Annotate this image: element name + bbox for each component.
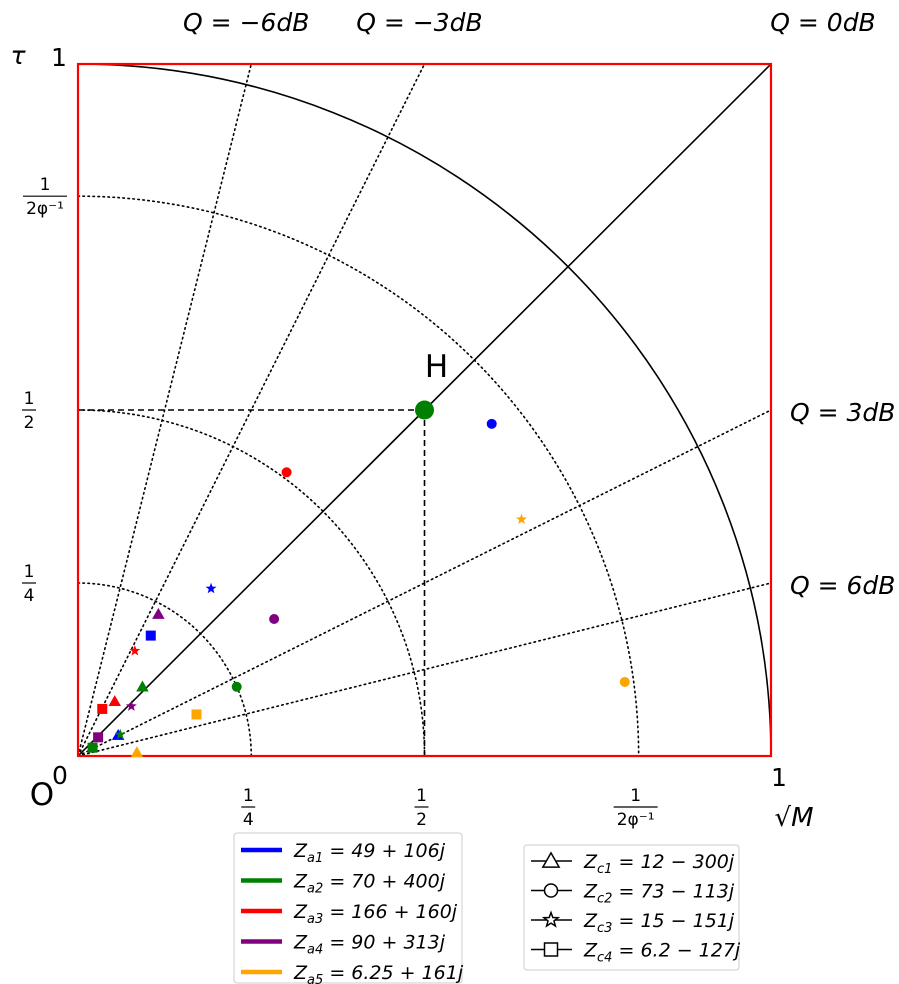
point-3-square (97, 703, 108, 714)
x-tick-2-den: 2φ⁻¹ (617, 810, 655, 830)
y-tick-1-num: 1 (24, 389, 35, 409)
point-2-circle (231, 681, 242, 692)
marker-legend-box (523, 844, 740, 971)
x-tick-1-num: 1 (416, 786, 427, 806)
plot-border (76, 62, 773, 758)
point-3-star (129, 645, 141, 656)
marker-legend-label-4: Zc4 = 6.2 − 127j (583, 940, 741, 966)
point-2-triangle (136, 680, 149, 692)
guide-lines (78, 64, 771, 756)
point-1-circle (486, 418, 497, 429)
point-4-square (93, 732, 104, 743)
x-tick-zero: 0 (52, 761, 68, 790)
y-tick-1: 12 (22, 389, 36, 433)
point-4-triangle (152, 607, 165, 619)
series-legend-label-2: Za2 = 70 + 400j (293, 871, 446, 897)
marker-legend-symbol-circle (543, 883, 559, 898)
q-label-0: Q = −6dB (183, 8, 309, 37)
marker-legend-symbol-square (543, 942, 559, 957)
dotted-arc-0 (78, 582, 253, 756)
point-2-star (114, 728, 126, 740)
point-1-star (205, 582, 217, 594)
marker-legend-label-1: Zc1 = 12 − 300j (583, 851, 735, 877)
y-tick-0: 14 (22, 562, 36, 606)
y-tick-2-num: 1 (40, 175, 51, 195)
marker-legend-label-3: Zc3 = 15 − 151j (583, 910, 735, 936)
marker-legend-label-2: Zc2 = 73 − 113j (583, 881, 735, 907)
series-legend-label-4: Za4 = 90 + 313j (293, 932, 446, 958)
origin-label: O (30, 777, 54, 813)
point-3-triangle (108, 695, 121, 707)
x-tick-0: 14 (241, 786, 256, 830)
x-tick-0-num: 1 (243, 786, 254, 806)
point-5-star (516, 513, 527, 524)
point-h-label: H (425, 349, 448, 385)
x-tick-2-num: 1 (630, 786, 641, 806)
y-tick-1-den: 2 (24, 413, 35, 433)
y-tick-0-den: 4 (24, 586, 35, 606)
legends: Za1 = 49 + 106j Za2 = 70 + 400j Za3 = 166 … (233, 832, 741, 984)
q-line-0 (78, 64, 253, 756)
point-5-triangle (130, 746, 144, 758)
solid-arc (78, 64, 771, 756)
plot-frame (76, 62, 773, 758)
series-legend-label-5: Za5 = 6.25 + 161j (293, 962, 464, 984)
y-tick-0-num: 1 (24, 562, 35, 582)
series-legend-label-1: Za1 = 49 + 106j (293, 840, 446, 866)
x-tick-0-den: 4 (243, 810, 254, 830)
point-1-square (145, 630, 156, 641)
dotted-arc-2 (78, 195, 640, 756)
x-tick-2: 1 2φ⁻¹ (613, 786, 658, 830)
series-legend-label-3: Za3 = 166 + 160j (293, 901, 458, 927)
x-tick-1-den: 2 (416, 810, 427, 830)
q-line-4 (78, 582, 771, 756)
point-4-star (125, 700, 137, 711)
y-tick-one: 1 (51, 43, 67, 72)
y-tick-2-den: 2φ⁻¹ (26, 199, 64, 219)
point-5-circle (619, 676, 630, 687)
y-axis-label: τ (10, 41, 26, 70)
q-label-3: Q = 3dB (790, 398, 895, 427)
data-points (87, 400, 630, 758)
marker-legend-symbol-star (541, 910, 561, 928)
x-tick-one: 1 (771, 763, 787, 792)
series-legend-box (233, 832, 463, 984)
q-label-4: Q = 6dB (790, 571, 895, 600)
x-axis-label: √M (775, 803, 814, 833)
point-h (415, 400, 434, 420)
q-label-1: Q = −3dB (356, 8, 482, 37)
marker-legend-symbol-triangle (541, 851, 561, 868)
point-3-circle (281, 467, 292, 478)
dotted-arc-1 (78, 409, 426, 756)
y-tick-2: 1 2φ⁻¹ (23, 175, 67, 219)
point-4-circle (269, 613, 280, 624)
point-2-square (87, 742, 98, 753)
q-label-2: Q = 0dB (770, 8, 875, 37)
x-tick-1: 12 (414, 786, 429, 830)
point-5-square (191, 709, 202, 720)
